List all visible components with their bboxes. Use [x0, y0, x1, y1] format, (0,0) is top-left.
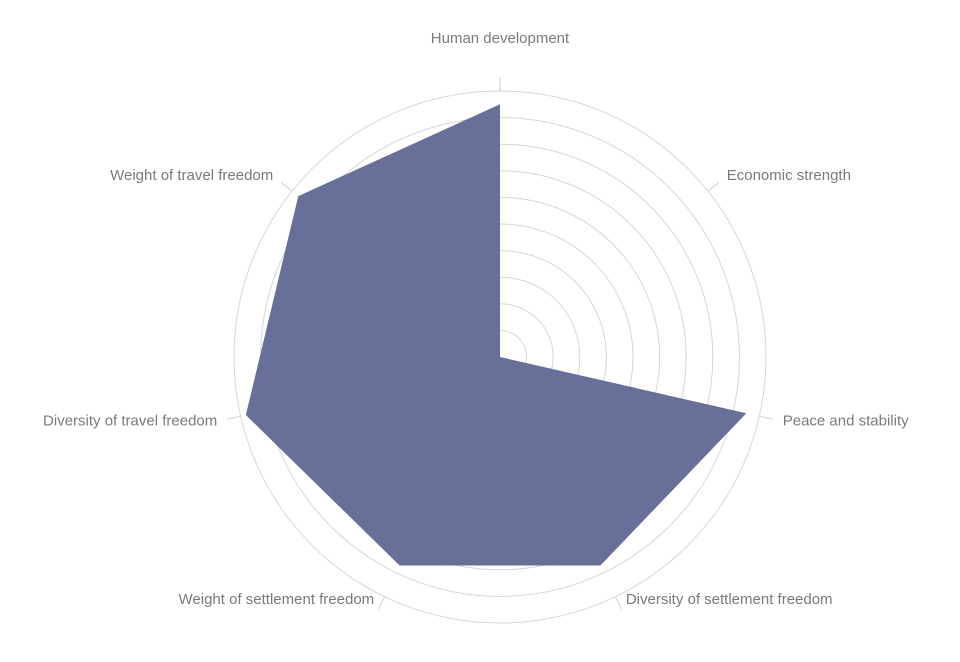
axis-label: Diversity of travel freedom	[43, 412, 217, 429]
axis-label: Peace and stability	[783, 412, 909, 429]
axis-tick	[226, 415, 241, 420]
axis-tick	[614, 596, 622, 610]
axis-label: Diversity of settlement freedom	[626, 591, 833, 608]
radar-area	[245, 104, 747, 566]
axis-tick	[759, 415, 774, 420]
axis-tick	[378, 596, 386, 610]
axis-tick	[707, 182, 720, 192]
axis-label: Human development	[431, 30, 570, 47]
axis-label: Weight of settlement freedom	[179, 591, 375, 608]
axis-tick	[280, 182, 293, 192]
axis-label: Weight of travel freedom	[110, 167, 273, 184]
axis-label: Economic strength	[727, 167, 851, 184]
